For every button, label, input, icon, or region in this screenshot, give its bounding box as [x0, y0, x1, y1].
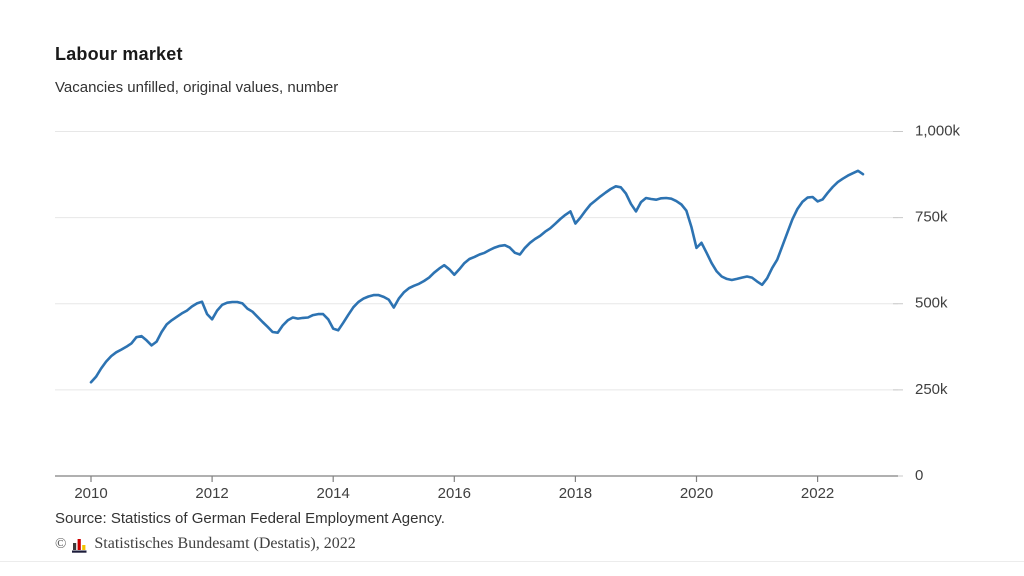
- data-series-line: [89, 169, 865, 384]
- x-axis-label: 2016: [438, 485, 471, 502]
- x-axis-label: 2022: [801, 485, 834, 502]
- destatis-logo-icon: [72, 538, 88, 553]
- copyright-line: © Statistisches Bundesamt (Destatis), 20…: [55, 535, 356, 553]
- x-axis-label: 2018: [559, 485, 592, 502]
- page-title: Labour market: [55, 44, 183, 64]
- source-note: Source: Statistics of German Federal Emp…: [55, 510, 445, 527]
- y-axis-label: 250k: [915, 381, 948, 398]
- y-axis-label: 750k: [915, 209, 948, 226]
- chart-subtitle: Vacancies unfilled, original values, num…: [55, 79, 339, 96]
- copyright-symbol: ©: [55, 535, 67, 552]
- bottom-divider: [0, 561, 1024, 562]
- x-axis-label: 2020: [680, 485, 713, 502]
- x-axis-label: 2012: [195, 485, 228, 502]
- copyright-text: Statistisches Bundesamt (Destatis), 2022: [94, 535, 356, 552]
- y-axis-label: 500k: [915, 295, 948, 312]
- x-axis-label: 2010: [74, 485, 107, 502]
- y-axis-label: 0: [915, 467, 923, 484]
- y-axis-label: 1,000k: [915, 122, 961, 139]
- x-axis-label: 2014: [317, 485, 350, 502]
